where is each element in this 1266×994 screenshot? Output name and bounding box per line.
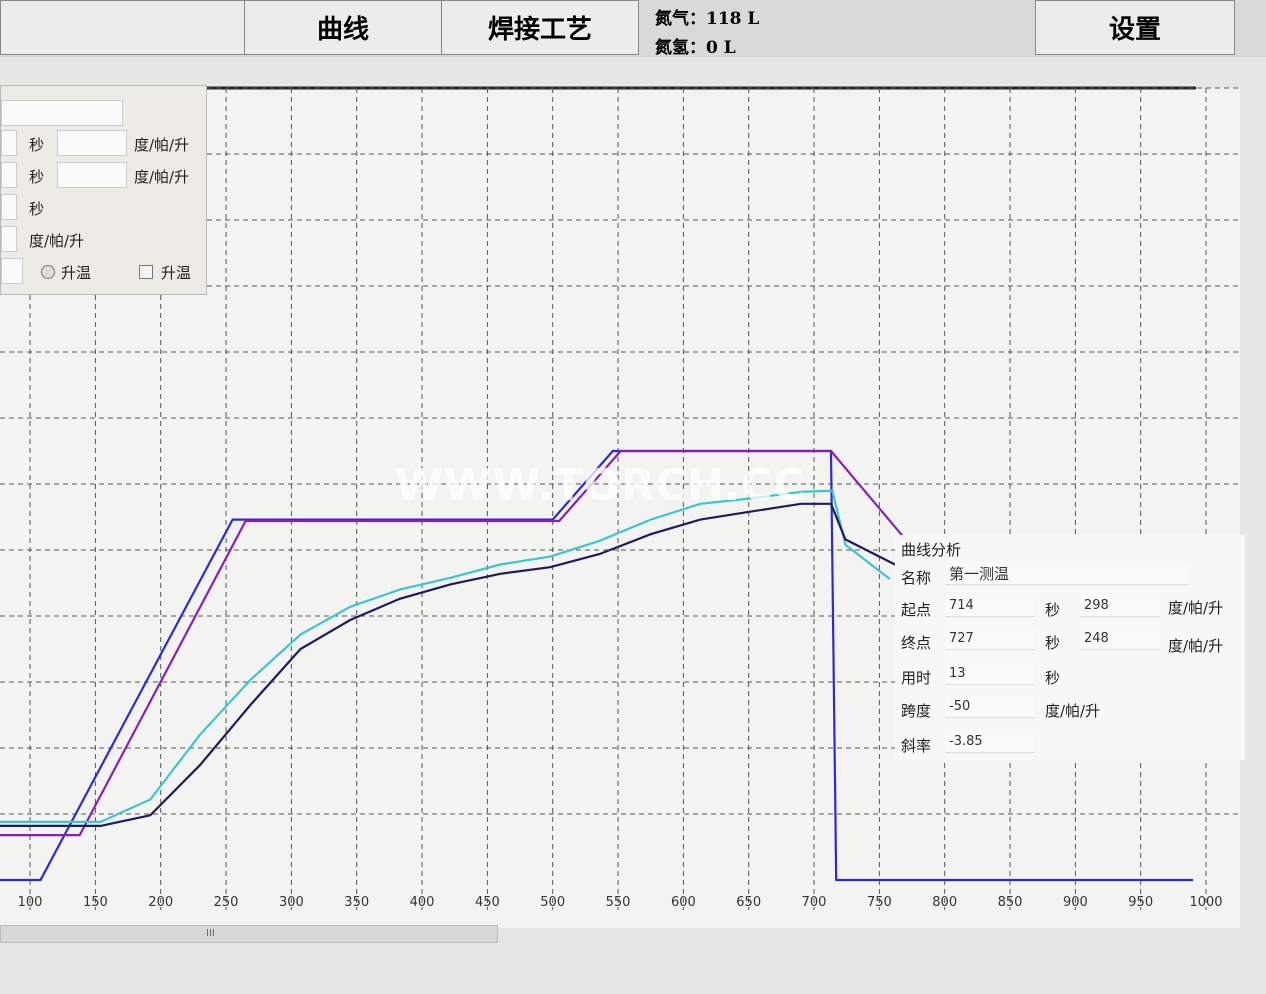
unit-label: 秒 (1045, 601, 1061, 619)
input[interactable] (1, 100, 123, 126)
value-field[interactable]: 714 (945, 595, 1035, 617)
value-field[interactable]: -3.85 (945, 731, 1035, 753)
unit-label: 秒 (1045, 669, 1061, 687)
field-label: 跨度 (901, 702, 932, 720)
gas-hydrogen: 氮氢：0 L (655, 38, 736, 58)
series-line (0, 502, 896, 827)
watermark: WWW.TORCH.CC (395, 460, 805, 511)
unit-label: 度/帕/升 (134, 136, 190, 154)
analysis-title: 曲线分析 (901, 541, 962, 559)
process-button[interactable]: 焊接工艺 (441, 0, 639, 55)
x-tick-label: 300 (279, 895, 304, 910)
x-tick-label: 100 (18, 895, 43, 910)
unit-label: 度/帕/升 (1168, 599, 1224, 617)
input[interactable] (1, 258, 23, 284)
input[interactable] (57, 162, 127, 188)
x-tick-label: 400 (410, 895, 435, 910)
x-tick-label: 350 (344, 895, 369, 910)
series-line (0, 449, 907, 837)
settings-button[interactable]: 设置 (1035, 0, 1235, 55)
x-tick-label: 750 (867, 895, 892, 910)
x-tick-label: 1000 (1189, 895, 1222, 910)
x-tick-label: 250 (214, 895, 239, 910)
scrollbar[interactable]: III (0, 925, 498, 943)
scroll-grip: III (206, 928, 215, 939)
unit-label: 秒 (29, 200, 45, 218)
field-label: 斜率 (901, 737, 932, 755)
unit-label: 度/帕/升 (134, 168, 190, 186)
unit-label: 度/帕/升 (1045, 702, 1101, 720)
checkbox-label: 升温 (161, 264, 192, 282)
value-field[interactable]: 248 (1080, 628, 1160, 650)
x-tick-label: 950 (1128, 895, 1153, 910)
x-tick-label: 650 (736, 895, 761, 910)
input[interactable] (1, 194, 17, 220)
input[interactable] (1, 162, 17, 188)
left-panel: 秒 度/帕/升 秒 度/帕/升 秒 度/帕/升 升温 升温 (0, 85, 207, 295)
x-tick-label: 850 (998, 895, 1023, 910)
x-tick-label: 500 (540, 895, 565, 910)
name-field[interactable]: 第一测温 (945, 563, 1188, 585)
radio[interactable] (41, 265, 55, 279)
x-tick-label: 150 (83, 895, 108, 910)
x-tick-label: 800 (932, 895, 957, 910)
curve-button[interactable]: 曲线 (244, 0, 442, 55)
analysis-panel: 曲线分析 名称 第一测温 起点 714 秒 298 度/帕/升 终点 727 秒… (895, 535, 1245, 760)
value-field[interactable]: 298 (1080, 595, 1160, 617)
unit-label: 秒 (29, 168, 45, 186)
unit-label: 度/帕/升 (1168, 637, 1224, 655)
input[interactable] (1, 130, 17, 156)
x-tick-label: 600 (671, 895, 696, 910)
x-tick-label: 200 (148, 895, 173, 910)
unit-label: 秒 (29, 136, 45, 154)
value-field[interactable]: -50 (945, 696, 1035, 718)
field-label: 用时 (901, 669, 932, 687)
field-label: 名称 (901, 569, 932, 587)
input[interactable] (1, 226, 17, 252)
input[interactable] (57, 130, 127, 156)
x-tick-label: 900 (1063, 895, 1088, 910)
x-tick-label: 450 (475, 895, 500, 910)
field-label: 终点 (901, 634, 932, 652)
field-label: 起点 (901, 601, 932, 619)
toolbar-blank (0, 0, 245, 55)
value-field[interactable]: 13 (945, 663, 1035, 685)
value-field[interactable]: 727 (945, 628, 1035, 650)
series-line (0, 449, 1193, 882)
x-tick-label: 700 (802, 895, 827, 910)
gas-nitrogen: 氮气：118 L (655, 9, 760, 29)
checkbox[interactable] (139, 265, 153, 279)
unit-label: 度/帕/升 (29, 232, 85, 250)
series-line (0, 489, 891, 823)
radio-label: 升温 (61, 264, 92, 282)
x-tick-label: 550 (606, 895, 631, 910)
unit-label: 秒 (1045, 634, 1061, 652)
